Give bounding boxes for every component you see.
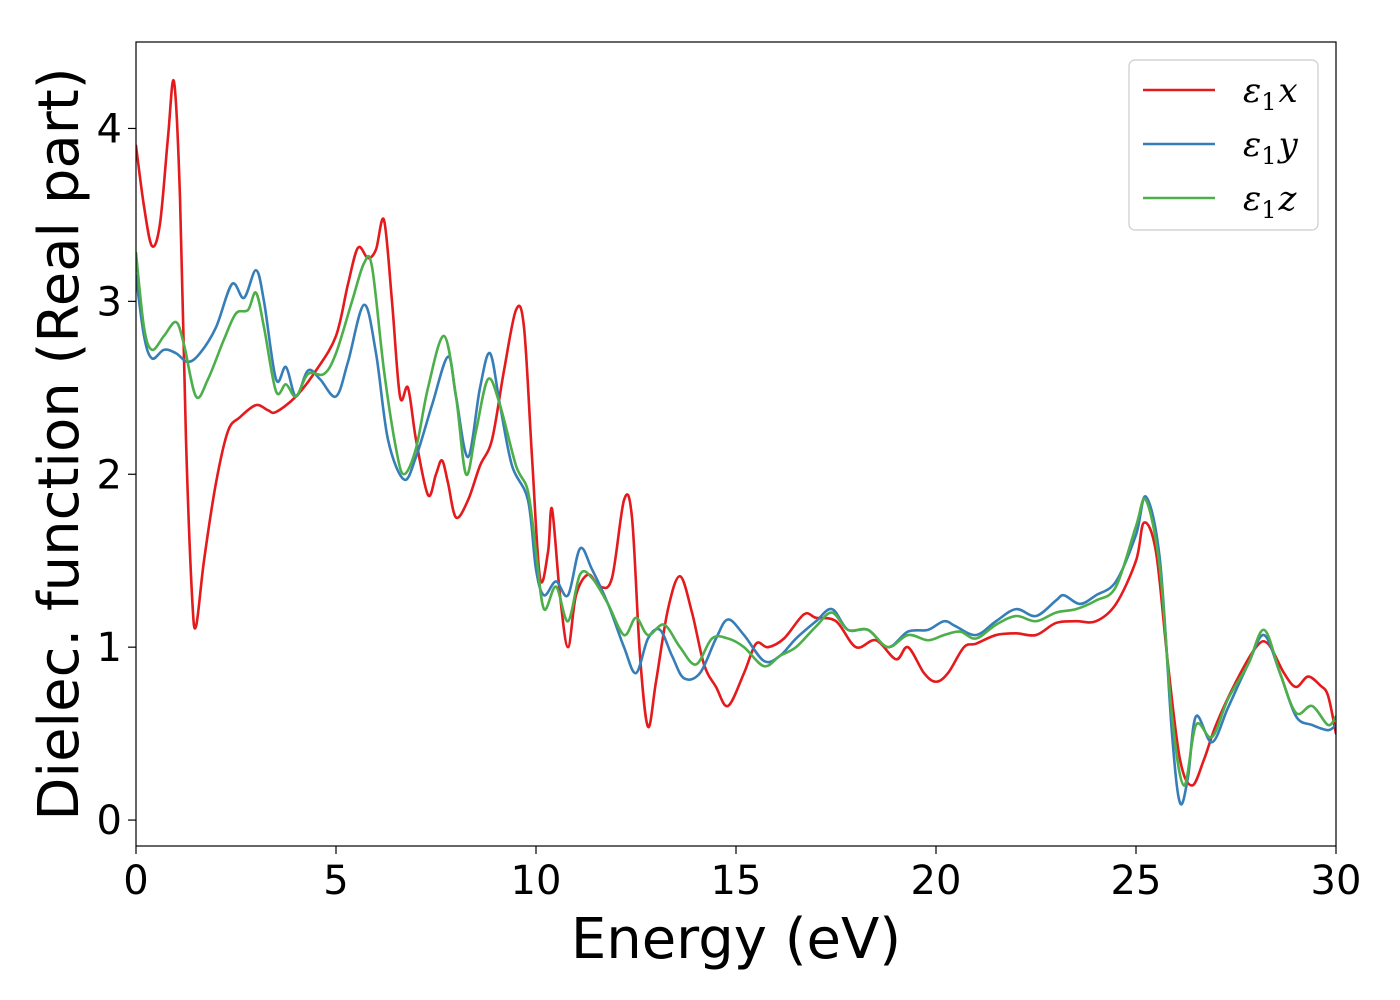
x-axis-ticks: 0 5 10 15 20 25 30: [123, 846, 1361, 904]
legend: ε1x ε1y ε1z: [1128, 59, 1319, 231]
x-axis-label: Energy (eV): [571, 907, 901, 972]
x-tick-label: 20: [911, 858, 962, 904]
x-tick-label: 0: [123, 858, 148, 904]
y-tick-label: 0: [97, 798, 122, 844]
x-tick-label: 30: [1311, 858, 1362, 904]
y-tick-label: 1: [97, 625, 122, 671]
x-tick-label: 5: [323, 858, 348, 904]
x-tick-label: 25: [1111, 858, 1162, 904]
series-line-x: [136, 78, 1336, 787]
y-tick-label: 4: [97, 106, 122, 152]
legend-label-x: ε1x: [1243, 71, 1298, 116]
legend-label-y: ε1y: [1243, 125, 1299, 170]
x-tick-label: 15: [711, 858, 762, 904]
y-tick-label: 3: [97, 279, 122, 325]
legend-box: [1128, 59, 1319, 231]
series-line-z: [136, 251, 1336, 787]
y-tick-label: 2: [97, 452, 122, 498]
x-tick-label: 10: [511, 858, 562, 904]
y-axis-ticks: 0 1 2 3 4: [97, 106, 136, 844]
y-axis-label: Dielec. function (Real part): [27, 67, 92, 820]
series-layer: [136, 78, 1336, 806]
legend-label-z: ε1z: [1243, 179, 1298, 224]
